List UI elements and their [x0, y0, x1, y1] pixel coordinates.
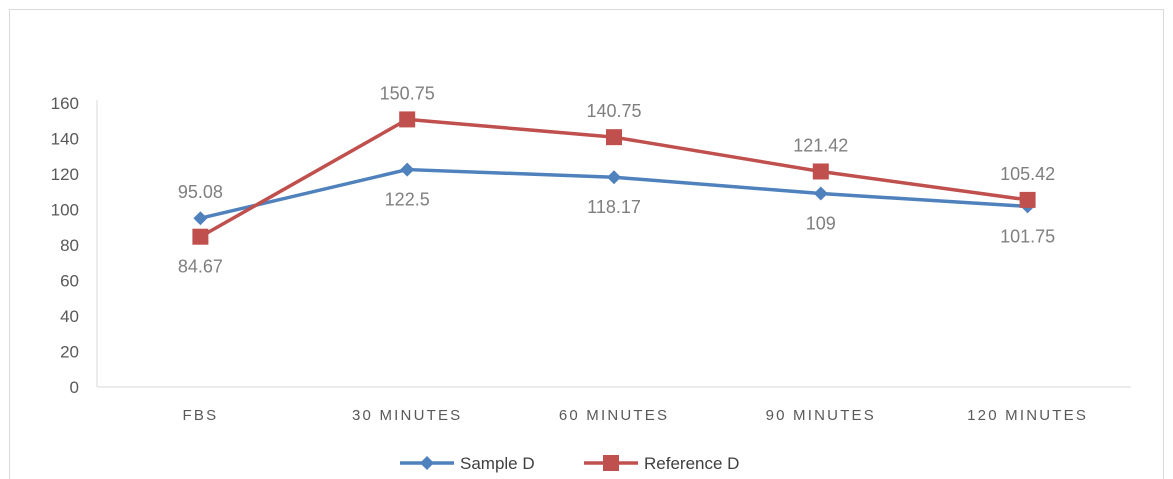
y-axis: 0 20 40 60 80 100 120 140 160	[51, 94, 98, 397]
data-point-diamond	[193, 211, 208, 226]
x-tick-label: 60 MINUTES	[559, 407, 669, 424]
data-point-square	[399, 111, 416, 128]
y-tick-label: 120	[51, 165, 79, 184]
data-label: 109	[806, 214, 836, 234]
y-tick-label: 0	[70, 378, 79, 397]
data-point-square	[603, 455, 619, 471]
x-tick-label: 120 MINUTES	[967, 407, 1088, 424]
data-point-square	[192, 228, 209, 245]
data-label: 121.42	[793, 135, 848, 155]
data-label: 84.67	[178, 257, 223, 277]
legend-label: Sample D	[460, 454, 535, 473]
y-tick-label: 140	[51, 130, 79, 149]
data-point-diamond	[400, 162, 415, 177]
data-labels: 95.08 84.67 122.5 150.75 118.17 140.75 109 121.…	[178, 83, 1055, 276]
y-tick-label: 100	[51, 201, 79, 220]
data-point-diamond	[420, 456, 434, 470]
legend: Sample D Reference D	[400, 454, 739, 473]
y-tick-label: 20	[60, 343, 79, 362]
data-label: 95.08	[178, 182, 223, 202]
data-label: 118.17	[587, 197, 641, 217]
x-tick-label: FBS	[183, 407, 219, 424]
legend-label: Reference D	[644, 454, 739, 473]
data-label: 150.75	[380, 83, 435, 103]
y-tick-label: 60	[60, 272, 79, 291]
data-point-square	[812, 163, 829, 180]
series-group	[192, 111, 1036, 245]
x-tick-label: 30 MINUTES	[352, 407, 462, 424]
y-tick-label: 40	[60, 307, 79, 326]
chart-area	[9, 9, 1164, 479]
x-tick-label: 90 MINUTES	[766, 407, 876, 424]
data-point-square	[1019, 191, 1036, 208]
y-tick-label: 80	[60, 236, 79, 255]
data-point-square	[606, 129, 622, 146]
x-axis: FBS 30 MINUTES 60 MINUTES 90 MINUTES 120 MIN…	[97, 386, 1131, 424]
data-label: 140.75	[586, 101, 641, 121]
data-label: 122.5	[385, 190, 430, 210]
data-point-diamond	[607, 170, 621, 185]
y-tick-label: 160	[51, 94, 79, 113]
data-label: 101.75	[1000, 226, 1055, 246]
data-point-diamond	[813, 186, 828, 201]
data-label: 105.42	[1000, 164, 1055, 184]
